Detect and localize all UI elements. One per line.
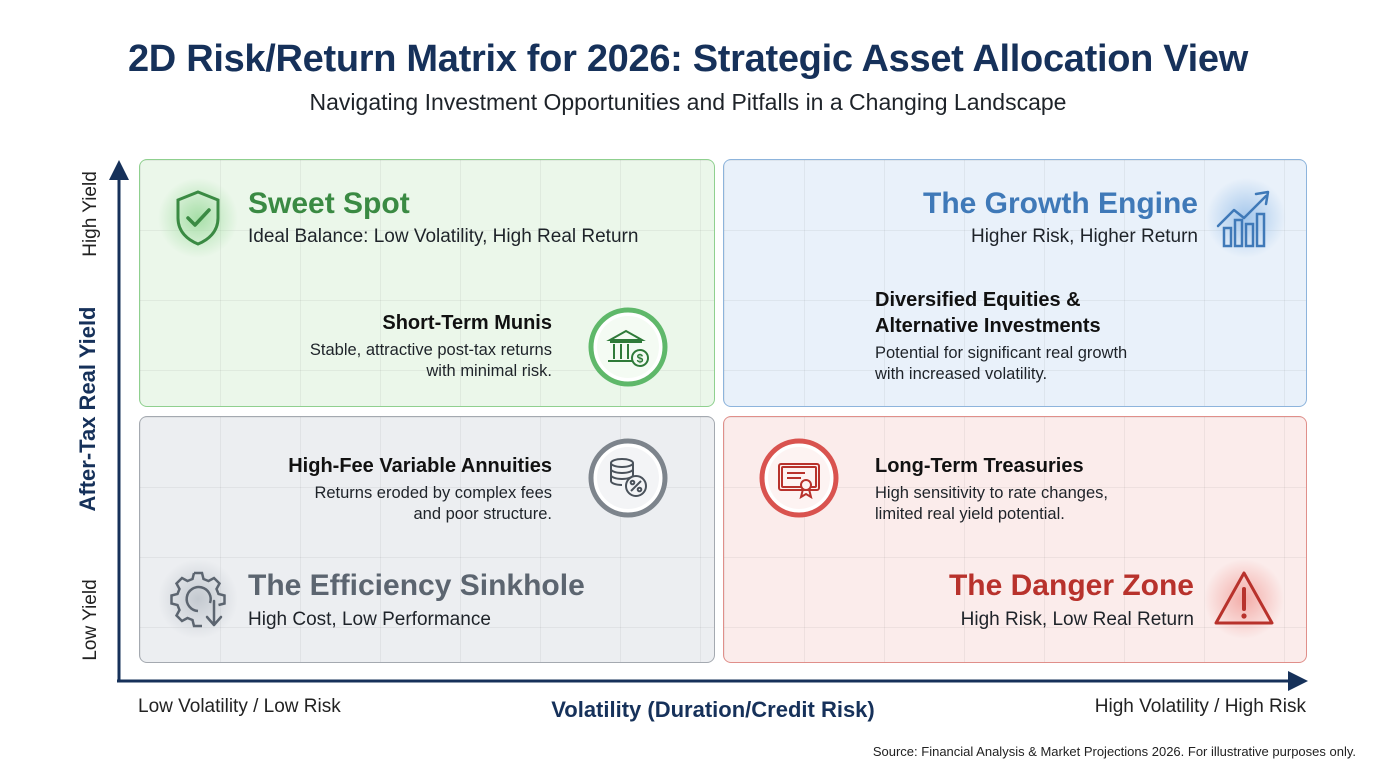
annuities-desc-line1: Returns eroded by complex fees — [314, 484, 552, 502]
treasuries-desc-line1: High sensitivity to rate changes, — [875, 484, 1108, 502]
shield-check-icon — [158, 178, 238, 258]
item-variable-annuities: High-Fee Variable Annuities Returns erod… — [288, 453, 552, 525]
munis-desc-line1: Stable, attractive post-tax returns — [309, 341, 552, 359]
x-axis-low-label: Low Volatility / Low Risk — [138, 696, 341, 717]
bank-dollar-icon: $ — [588, 307, 668, 387]
annuities-desc-line2: and poor structure. — [413, 505, 553, 523]
x-axis-arrow-icon — [1288, 671, 1308, 691]
sweet-spot-description: Ideal Balance: Low Volatility, High Real… — [248, 226, 639, 247]
page-title: 2D Risk/Return Matrix for 2026: Strategi… — [127, 38, 1249, 80]
treasuries-desc-line2: limited real yield potential. — [875, 505, 1065, 523]
item-short-term-munis: Short-Term Munis Stable, attractive post… — [310, 310, 552, 382]
y-axis-high-label: High Yield — [80, 171, 101, 257]
growth-engine-title: The Growth Engine — [923, 187, 1198, 220]
quadrant-danger-zone: The Danger Zone High Risk, Low Real Retu… — [723, 416, 1307, 663]
warning-triangle-icon — [1204, 559, 1284, 639]
treasuries-name: Long-Term Treasuries — [875, 455, 1084, 477]
x-axis-title: Volatility (Duration/Credit Risk) — [551, 697, 875, 722]
efficiency-sinkhole-description: High Cost, Low Performance — [248, 609, 491, 630]
certificate-icon — [759, 438, 839, 518]
munis-desc-line2: with minimal risk. — [426, 362, 552, 380]
coins-percent-icon — [588, 438, 668, 518]
x-axis-high-label: High Volatility / High Risk — [1094, 696, 1306, 717]
growth-chart-icon — [1206, 178, 1286, 258]
item-long-term-treasuries: Long-Term Treasuries High sensitivity to… — [875, 453, 1108, 525]
danger-zone-description: High Risk, Low Real Return — [960, 609, 1194, 630]
svg-text:$: $ — [637, 352, 644, 366]
source-note: Source: Financial Analysis & Market Proj… — [872, 744, 1356, 759]
danger-zone-title: The Danger Zone — [948, 569, 1194, 602]
page-subtitle: Navigating Investment Opportunities and … — [309, 89, 1067, 115]
growth-engine-description: Higher Risk, Higher Return — [970, 226, 1198, 247]
munis-name: Short-Term Munis — [382, 312, 552, 334]
equities-name-line2: Alternative Investments — [875, 315, 1101, 337]
equities-desc-line2: with increased volatility. — [875, 365, 1048, 383]
quadrant-growth-engine: The Growth Engine Higher Risk, Higher Re… — [723, 159, 1307, 407]
equities-name-line1: Diversified Equities & — [875, 289, 1081, 311]
gear-down-arrow-icon — [158, 559, 238, 639]
sweet-spot-title: Sweet Spot — [248, 187, 410, 220]
y-axis-title: After-Tax Real Yield — [75, 306, 100, 512]
y-axis-low-label: Low Yield — [80, 579, 101, 661]
equities-desc-line1: Potential for significant real growth — [875, 344, 1128, 362]
y-axis-arrow-icon — [109, 160, 129, 180]
efficiency-sinkhole-title: The Efficiency Sinkhole — [248, 569, 585, 602]
item-diversified-equities: Diversified Equities & Alternative Inves… — [875, 287, 1127, 385]
annuities-name: High-Fee Variable Annuities — [288, 455, 552, 477]
